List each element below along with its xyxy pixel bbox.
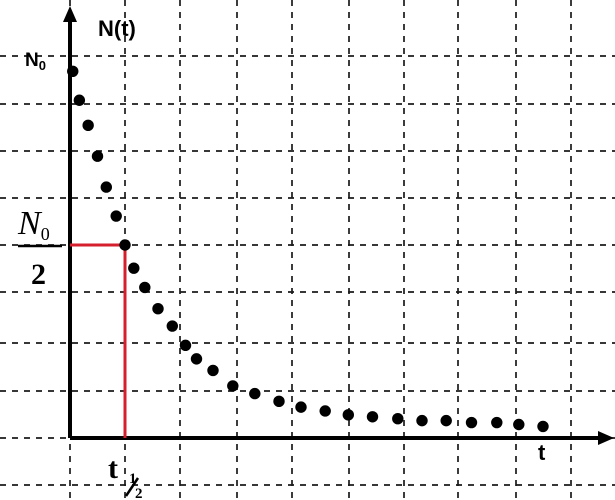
axis-labels: N(t) t N0 N0 2 t 1 2 — [17, 16, 546, 500]
data-point — [207, 364, 219, 377]
half-life-x-label: t — [108, 452, 118, 485]
data-point — [100, 181, 113, 193]
data-point — [119, 239, 131, 251]
half-tick-numerator-subscript: 0 — [41, 224, 50, 244]
data-point — [128, 262, 140, 274]
data-point — [91, 150, 104, 162]
half-life-x-fraction-bar — [124, 477, 140, 497]
half-tick-numerator: N0 — [17, 205, 50, 244]
data-point — [166, 320, 178, 332]
n0-tick-subscript: 0 — [39, 58, 46, 73]
data-point — [139, 281, 151, 294]
data-point — [273, 395, 285, 408]
data-point — [179, 339, 192, 352]
data-point — [392, 413, 404, 425]
data-point — [227, 380, 239, 392]
data-point — [295, 401, 307, 413]
half-life-x-label-denominator: 2 — [135, 486, 143, 500]
n0-tick-label: N0 — [25, 50, 46, 73]
half-tick-numerator-main: N — [17, 205, 43, 242]
data-point — [366, 411, 379, 423]
half-life-marker — [70, 243, 127, 438]
data-point — [67, 65, 79, 78]
data-point — [537, 420, 549, 433]
x-axis-arrow — [598, 431, 614, 445]
data-point — [416, 414, 428, 427]
data-point — [249, 387, 261, 400]
half-life-x-label-numerator: 1 — [129, 471, 137, 487]
data-point — [513, 418, 525, 431]
x-axis-title: t — [538, 440, 546, 465]
data-point — [110, 210, 122, 222]
data-point — [152, 302, 164, 315]
half-tick-denominator: 2 — [31, 258, 46, 291]
data-point — [82, 119, 94, 132]
data-points — [67, 65, 549, 433]
data-point — [465, 416, 478, 429]
y-axis-title: N(t) — [98, 16, 136, 41]
data-point — [319, 405, 331, 417]
y-axis-arrow — [63, 6, 77, 22]
data-point — [73, 94, 86, 106]
data-point — [190, 353, 203, 365]
n0-tick-main: N — [25, 50, 39, 71]
data-point — [440, 414, 452, 427]
data-point — [491, 416, 503, 429]
axes — [63, 6, 614, 445]
data-point — [342, 409, 354, 421]
